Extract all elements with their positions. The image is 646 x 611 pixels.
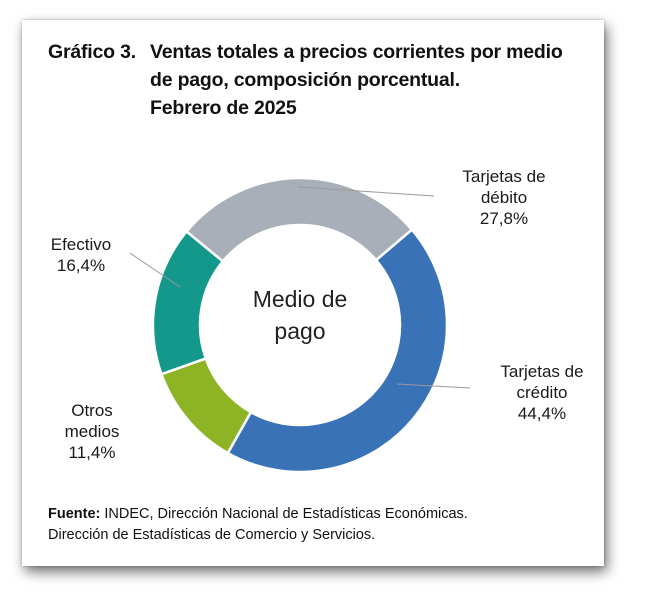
label-debito: Tarjetas de débito 27,8% (434, 166, 574, 229)
center-label-line-2: pago (274, 318, 326, 344)
source-line-1: Fuente: INDEC, Dirección Nacional de Est… (48, 504, 588, 525)
title-line-3: Febrero de 2025 (150, 97, 297, 119)
label-credito-name-2: crédito (516, 383, 568, 402)
label-credito: Tarjetas de crédito 44,4% (482, 361, 602, 424)
source-text-1: INDEC, Dirección Nacional de Estadística… (104, 506, 468, 522)
label-credito-value: 44,4% (517, 404, 567, 423)
chart-card: Gráfico 3. Ventas totales a precios corr… (22, 20, 604, 566)
leader-line-credito (396, 383, 471, 389)
donut-chart (129, 176, 471, 474)
label-debito-value: 27,8% (479, 209, 529, 228)
label-debito-name-2: débito (480, 188, 528, 207)
title-line-2: de pago, composición porcentual. (150, 69, 460, 91)
center-label-line-1: Medio de (252, 286, 348, 312)
label-otros-value: 11,4% (68, 443, 116, 462)
donut-slice-debito (184, 176, 414, 264)
label-efectivo-value: 16,4% (56, 256, 106, 275)
donut-center-label: Medio de pago (200, 283, 400, 347)
source-label: Fuente: (48, 506, 101, 522)
donut-slice-efectivo (151, 229, 225, 376)
label-efectivo-name-1: Efectivo (50, 235, 112, 254)
label-debito-name-1: Tarjetas de (462, 167, 546, 186)
label-otros: Otros medios 11,4% (42, 400, 142, 463)
label-otros-name-1: Otros (71, 401, 113, 420)
label-efectivo: Efectivo 16,4% (36, 234, 126, 276)
chart-title-text: Ventas totales a precios corrientes por … (150, 38, 590, 122)
leader-line-efectivo (129, 252, 181, 288)
label-credito-name-1: Tarjetas de (500, 362, 584, 381)
chart-source: Fuente: INDEC, Dirección Nacional de Est… (48, 504, 588, 546)
title-line-1: Ventas totales a precios corrientes por … (150, 41, 563, 63)
label-otros-name-2: medios (64, 422, 120, 441)
chart-title: Gráfico 3. Ventas totales a precios corr… (48, 38, 588, 119)
source-line-2: Dirección de Estadísticas de Comercio y … (48, 527, 376, 543)
donut-slice-credito (226, 227, 449, 474)
chart-number: Gráfico 3. (48, 41, 136, 63)
leader-line-debito (297, 186, 435, 197)
